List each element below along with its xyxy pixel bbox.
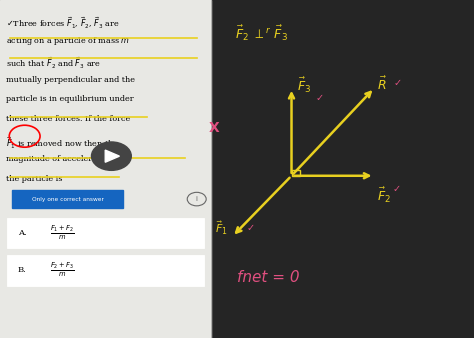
Text: these three forces. If the force: these three forces. If the force	[6, 115, 130, 123]
Text: $\checkmark$: $\checkmark$	[393, 76, 402, 87]
Text: such that $\vec{F}_2$ and $\vec{F}_3$ are: such that $\vec{F}_2$ and $\vec{F}_3$ ar…	[6, 56, 100, 71]
Text: Only one correct answer: Only one correct answer	[32, 197, 103, 201]
Bar	[12, 190, 123, 208]
Text: $\checkmark$Three forces $\vec{F}_1$, $\vec{F}_2$, $\vec{F}_3$ are: $\checkmark$Three forces $\vec{F}_1$, $\…	[6, 15, 119, 30]
Text: $\vec{F}_1$ is removed now then the: $\vec{F}_1$ is removed now then the	[6, 135, 118, 150]
Text: $\vec{F}_2\ \perp^r\ \vec{F}_3$: $\vec{F}_2\ \perp^r\ \vec{F}_3$	[235, 24, 288, 43]
Text: $\checkmark$: $\checkmark$	[392, 183, 401, 193]
Text: $\checkmark$: $\checkmark$	[246, 222, 254, 232]
Text: $\vec{F}_3$: $\vec{F}_3$	[297, 76, 311, 95]
Text: $\frac{F_2+F_3}{m}$: $\frac{F_2+F_3}{m}$	[50, 261, 74, 279]
Bar	[7, 255, 204, 286]
Text: $\frac{F_1+F_2}{m}$: $\frac{F_1+F_2}{m}$	[50, 223, 74, 242]
Text: A.: A.	[18, 229, 27, 237]
Text: magnitude of acceleration of: magnitude of acceleration of	[6, 155, 123, 164]
Text: fnet = 0: fnet = 0	[237, 270, 300, 285]
Text: $\vec{R}$: $\vec{R}$	[377, 75, 387, 93]
Text: X: X	[209, 121, 219, 135]
Text: $\vec{F}_2$: $\vec{F}_2$	[377, 186, 391, 205]
Text: mutually perpendicular and the: mutually perpendicular and the	[6, 76, 135, 84]
Text: i: i	[196, 196, 198, 202]
Text: $\checkmark$: $\checkmark$	[315, 92, 324, 102]
Bar	[0, 0, 211, 338]
Polygon shape	[105, 150, 119, 162]
Text: acting on a particle of mass $m$: acting on a particle of mass $m$	[6, 35, 130, 48]
Bar	[7, 218, 204, 248]
Text: the particle is: the particle is	[6, 175, 62, 183]
Text: $\vec{F}_1$: $\vec{F}_1$	[215, 219, 228, 237]
Circle shape	[91, 142, 131, 170]
Text: B.: B.	[18, 266, 27, 274]
Text: particle is in equilibrium under: particle is in equilibrium under	[6, 95, 133, 103]
